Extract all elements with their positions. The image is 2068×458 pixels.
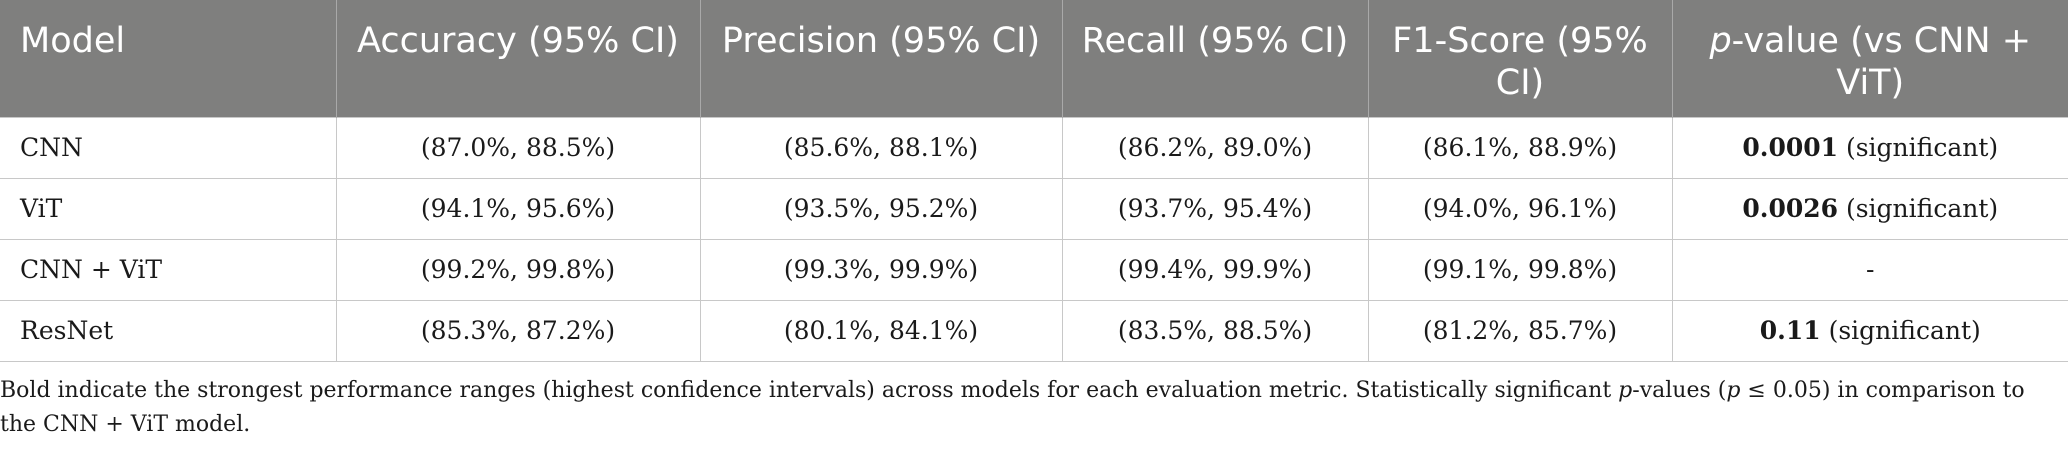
header-row: Model Accuracy (95% CI) Precision (95% C… — [0, 0, 2068, 117]
header-f1-score: F1-Score (95% CI) — [1367, 0, 1672, 117]
cell-p-value: - — [1671, 239, 2068, 301]
p-value-note: (significant) — [1820, 316, 1981, 345]
cell-accuracy: (85.3%, 87.2%) — [335, 300, 700, 362]
header-recall: Recall (95% CI) — [1061, 0, 1368, 117]
cell-model: ResNet — [0, 300, 336, 362]
header-p-value: p-value (vs CNN + ViT) — [1671, 0, 2068, 117]
cell-p-value: 0.11 (significant) — [1671, 300, 2068, 362]
p-value-note: (significant) — [1838, 194, 1999, 223]
header-model: Model — [20, 21, 126, 61]
cell-recall: (86.2%, 89.0%) — [1061, 116, 1368, 179]
cell-precision: (80.1%, 84.1%) — [699, 300, 1062, 362]
cell-f1: (99.1%, 99.8%) — [1367, 239, 1672, 301]
cell-precision: (93.5%, 95.2%) — [699, 178, 1062, 240]
table-header: Model Accuracy (95% CI) Precision (95% C… — [0, 0, 2068, 117]
table-row: ViT (94.1%, 95.6%) (93.5%, 95.2%) (93.7%… — [0, 178, 2068, 240]
table-footnote: Bold indicate the strongest performance … — [0, 374, 2040, 442]
header-precision: Precision (95% CI) — [699, 0, 1062, 117]
table-row: CNN + ViT (99.2%, 99.8%) (99.3%, 99.9%) … — [0, 239, 2068, 301]
cell-accuracy: (87.0%, 88.5%) — [335, 116, 700, 179]
header-p-rest: -value (vs CNN + ViT) — [1731, 21, 2032, 103]
footnote-p-italic-2: p — [1726, 378, 1741, 403]
cell-f1: (94.0%, 96.1%) — [1367, 178, 1672, 240]
cell-recall: (83.5%, 88.5%) — [1061, 300, 1368, 362]
footnote-text-3: ≤ 0.05) in comparison to the CNN + ViT m… — [0, 378, 2025, 437]
p-value-number: 0.0001 — [1742, 133, 1839, 162]
cell-model: ViT — [0, 178, 336, 240]
footnote-text-2: -values ( — [1632, 378, 1727, 403]
cell-accuracy: (99.2%, 99.8%) — [335, 239, 700, 301]
cell-accuracy: (94.1%, 95.6%) — [335, 178, 700, 240]
cell-recall: (93.7%, 95.4%) — [1061, 178, 1368, 240]
footnote-text-1: Bold indicate the strongest performance … — [0, 378, 1619, 403]
cell-p-value: 0.0001 (significant) — [1671, 116, 2068, 179]
cell-recall: (99.4%, 99.9%) — [1061, 239, 1368, 301]
model-comparison-table: Model Accuracy (95% CI) Precision (95% C… — [0, 0, 2068, 362]
table-body: CNN (87.0%, 88.5%) (85.6%, 88.1%) (86.2%… — [0, 116, 2068, 362]
cell-precision: (85.6%, 88.1%) — [699, 116, 1062, 179]
results-table-container: Model Accuracy (95% CI) Precision (95% C… — [0, 0, 2068, 362]
cell-f1: (81.2%, 85.7%) — [1367, 300, 1672, 362]
header-p-italic: p — [1709, 21, 1732, 61]
p-value-number: 0.11 — [1759, 316, 1821, 345]
cell-model: CNN + ViT — [0, 239, 336, 301]
cell-p-value: 0.0026 (significant) — [1671, 178, 2068, 240]
p-value-note: (significant) — [1838, 133, 1999, 162]
cell-f1: (86.1%, 88.9%) — [1367, 116, 1672, 179]
header-accuracy: Accuracy (95% CI) — [335, 0, 700, 117]
p-value-number: 0.0026 — [1742, 194, 1839, 223]
table-row: CNN (87.0%, 88.5%) (85.6%, 88.1%) (86.2%… — [0, 116, 2068, 179]
p-value-number: - — [1866, 255, 1875, 284]
cell-model: CNN — [0, 116, 336, 179]
footnote-p-italic-1: p — [1618, 378, 1633, 403]
table-row: ResNet (85.3%, 87.2%) (80.1%, 84.1%) (83… — [0, 300, 2068, 362]
cell-precision: (99.3%, 99.9%) — [699, 239, 1062, 301]
